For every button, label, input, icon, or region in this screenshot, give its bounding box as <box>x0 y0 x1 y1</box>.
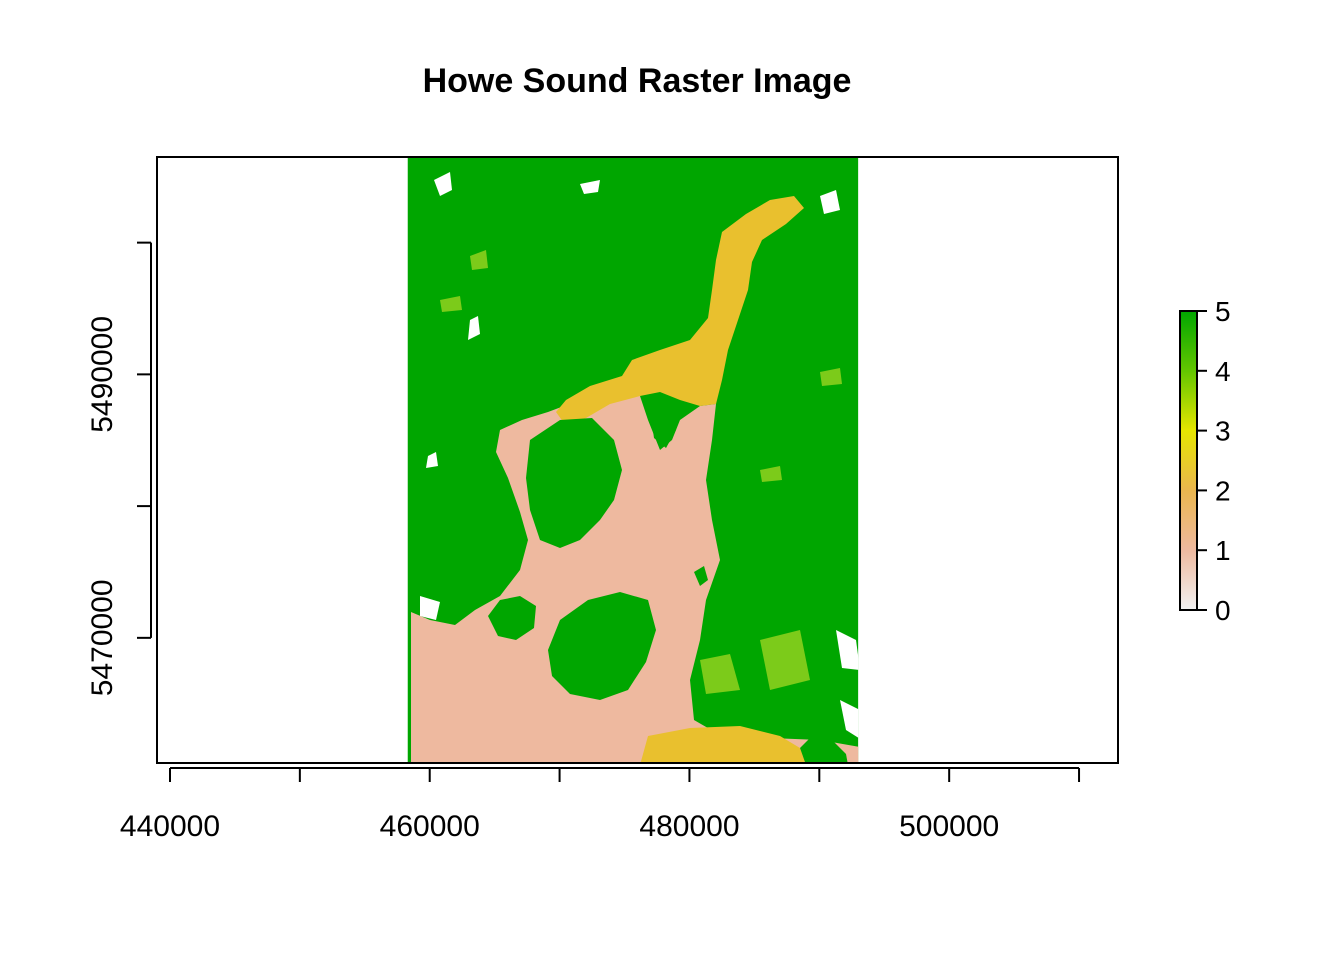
light-patches <box>420 172 859 738</box>
legend-tick-label: 5 <box>1215 296 1231 327</box>
legend-tick-label: 1 <box>1215 535 1231 566</box>
island-mid <box>650 396 678 448</box>
x-tick-label: 440000 <box>120 810 220 843</box>
legend-tick-label: 4 <box>1215 356 1231 387</box>
raster-image <box>407 157 859 763</box>
legend-tick-label: 2 <box>1215 475 1231 506</box>
water-body <box>411 392 859 763</box>
x-axis: 440000 460000 480000 500000 <box>120 767 1081 843</box>
y-axis: 5470000 5490000 <box>86 241 152 696</box>
x-tick-label: 460000 <box>380 810 480 843</box>
coast-bottom-right <box>800 736 848 763</box>
x-tick-label: 480000 <box>639 810 739 843</box>
island-south <box>548 592 656 700</box>
legend-colorbar <box>1179 310 1198 611</box>
y-tick-label: 5490000 <box>86 316 119 433</box>
legend: 0 1 2 3 4 5 <box>1179 296 1231 626</box>
plot-frame <box>156 156 1119 764</box>
legend-tick-label: 0 <box>1215 595 1231 626</box>
x-tick-label: 500000 <box>899 810 999 843</box>
plot-title: Howe Sound Raster Image <box>423 62 852 100</box>
legend-tick-label: 3 <box>1215 416 1231 447</box>
bottom-inlet <box>640 726 806 763</box>
island-tiny <box>694 566 708 586</box>
inlet-channel <box>556 196 804 426</box>
island-small-west <box>488 596 536 640</box>
y-tick-label: 5470000 <box>86 579 119 696</box>
island-large <box>526 418 622 548</box>
